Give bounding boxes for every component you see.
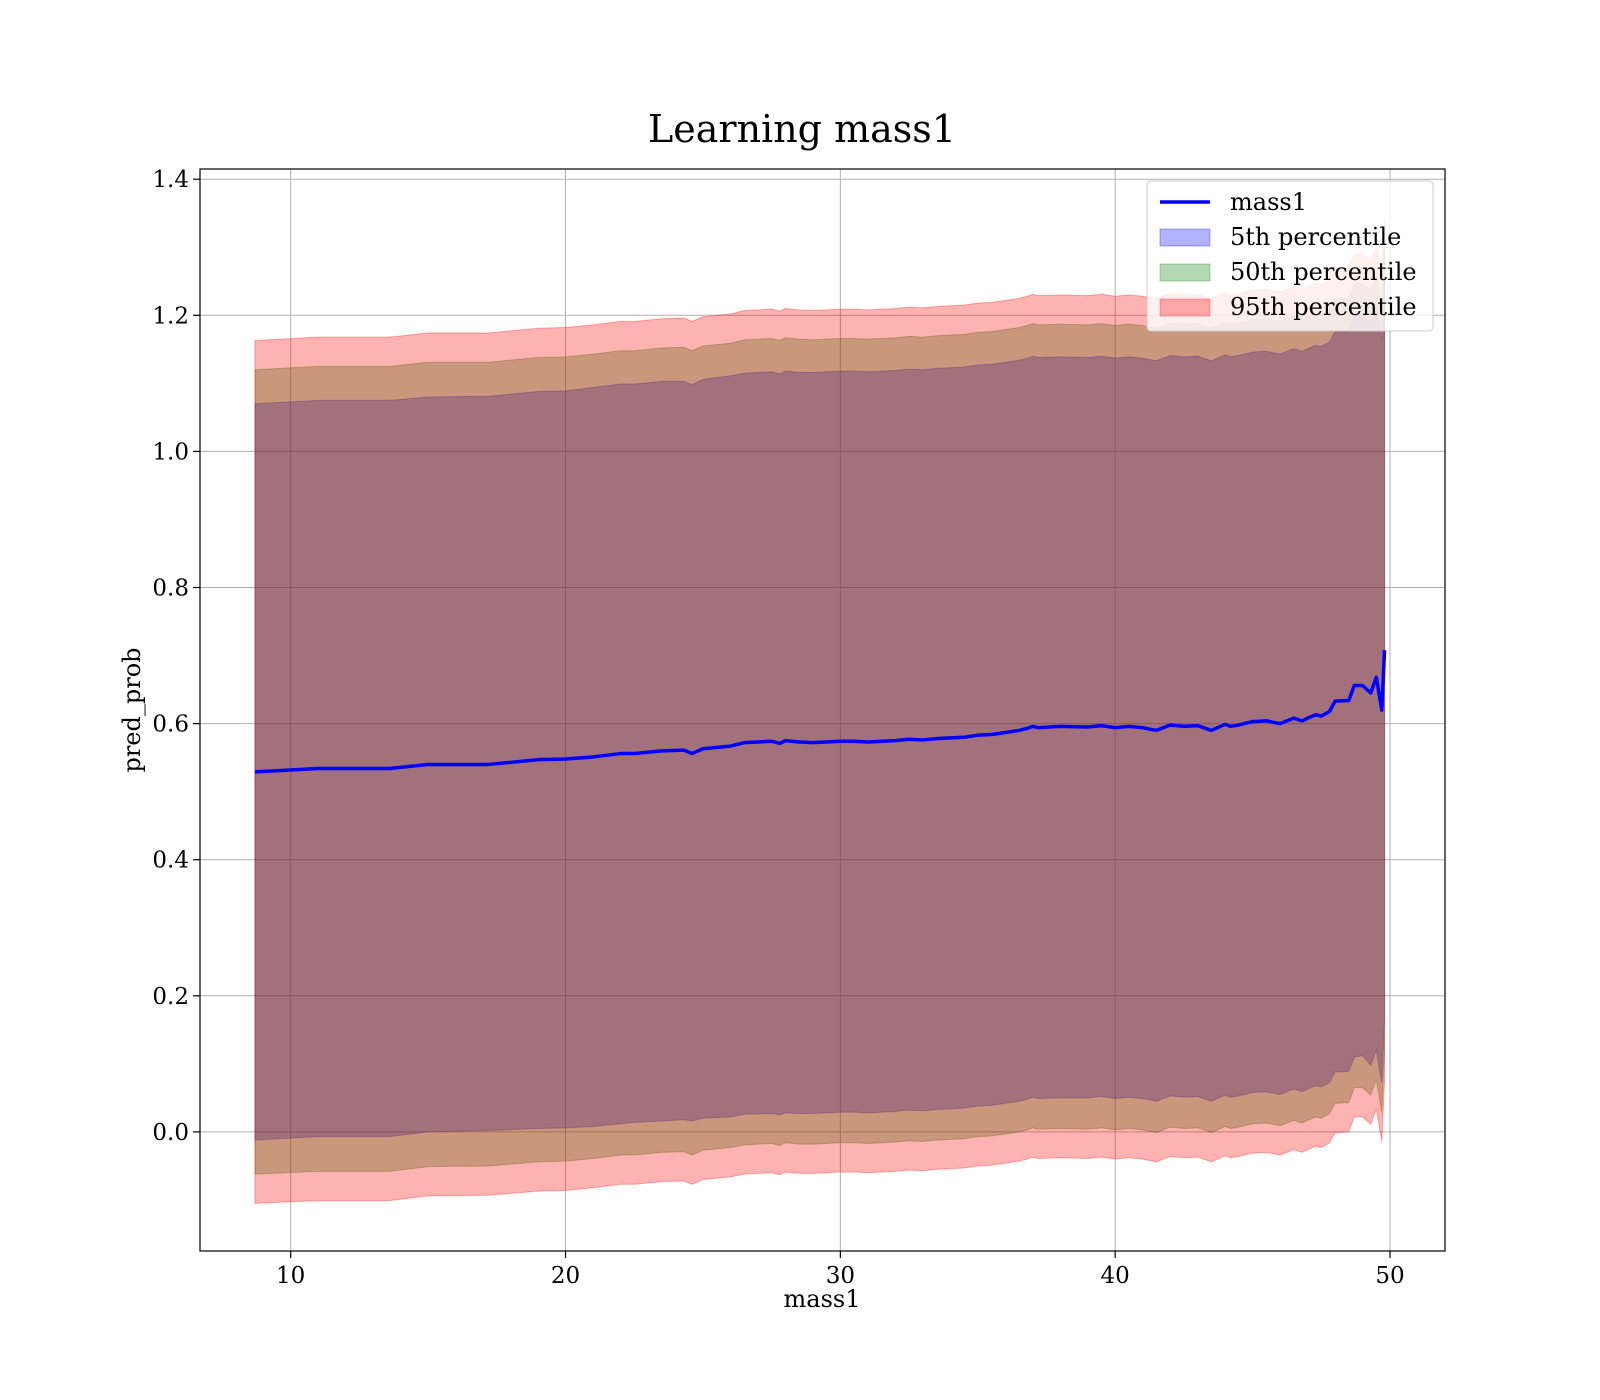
y-tick-label: 0.8 [152,576,189,602]
legend-label: 5th percentile [1230,223,1401,251]
x-axis-label: mass1 [784,1285,861,1313]
grid [200,169,1445,1251]
x-tick-label: 40 [1101,1263,1130,1289]
x-tick-label: 30 [826,1263,855,1289]
legend-swatch-patch [1159,228,1211,247]
legend-box [1146,180,1434,332]
band-5th-percentile [254,280,1386,1141]
band-95th-percentile [254,218,1386,1204]
y-tick-label: 0.0 [152,1120,189,1146]
legend-swatch-patch [1159,298,1211,317]
legend-label: 50th percentile [1230,258,1417,286]
percentile-bands [254,218,1386,1204]
x-tick-label: 50 [1375,1263,1404,1289]
series-lines [254,650,1387,774]
y-axis-label: pred_prob [118,647,146,772]
legend-label: mass1 [1230,188,1307,216]
legend-swatch-patch [1159,263,1211,282]
plot-frame [199,168,1446,1252]
x-axis-ticks: 10 20 30 40 50 [276,1251,1405,1289]
y-tick-label: 1.4 [152,167,189,193]
legend: mass1 5th percentile 50th percentile 95th p… [1146,180,1434,332]
chart-title: Learning mass1 [648,107,956,151]
x-tick-label: 20 [551,1263,580,1289]
y-tick-label: 0.2 [152,984,189,1010]
band-50th-percentile [254,247,1386,1175]
legend-label: 95th percentile [1230,293,1417,321]
y-tick-label: 1.0 [152,439,189,465]
y-tick-label: 0.4 [152,848,189,874]
y-tick-label: 1.2 [152,303,189,329]
line-mass1 [254,650,1387,774]
y-axis-ticks: 0.0 0.2 0.4 0.6 0.8 1.0 1.2 1.4 [152,167,200,1146]
y-tick-label: 0.6 [152,712,189,738]
x-tick-label: 10 [276,1263,305,1289]
